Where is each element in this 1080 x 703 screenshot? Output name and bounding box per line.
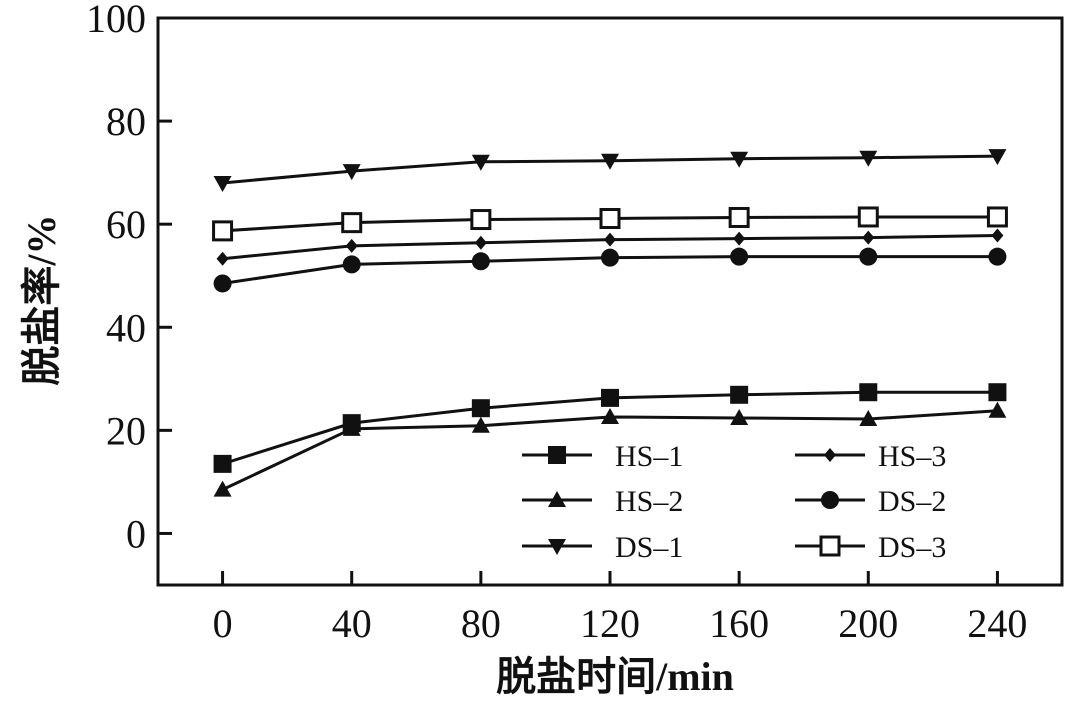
data-point (859, 410, 878, 427)
legend-marker (821, 491, 839, 509)
legend-item: HS–2 (522, 485, 683, 518)
legend-item: DS–2 (795, 485, 946, 518)
legend-item: DS–1 (522, 531, 683, 564)
y-axis-label: 脱盐率/% (19, 214, 64, 385)
x-tick-label: 80 (461, 601, 501, 646)
data-point (471, 252, 490, 271)
data-point (859, 150, 878, 167)
data-point (601, 153, 619, 170)
data-point (213, 480, 232, 497)
data-point (991, 228, 1004, 243)
y-tick-label: 60 (106, 202, 146, 247)
y-tick-label: 100 (86, 0, 146, 41)
series-ds-1 (213, 149, 1007, 192)
data-point (213, 175, 232, 192)
data-point (601, 248, 619, 267)
data-point (859, 383, 878, 402)
x-tick-label: 240 (967, 601, 1027, 646)
data-point (470, 209, 492, 231)
data-point (474, 235, 487, 250)
x-tick-label: 200 (838, 601, 898, 646)
legend-item: HS–1 (522, 440, 683, 473)
data-point (730, 385, 749, 404)
x-tick-label: 160 (709, 601, 769, 646)
data-point (213, 454, 232, 473)
legend-item: HS–3 (795, 440, 946, 473)
data-point (342, 255, 361, 274)
data-point (728, 206, 750, 228)
x-axis-label: 脱盐时间/min (496, 654, 734, 699)
data-point (730, 247, 749, 266)
legend-label: DS–3 (878, 531, 946, 564)
data-point (730, 408, 749, 425)
series-hs-3 (216, 228, 1004, 266)
legend-marker (548, 539, 566, 555)
data-point (988, 401, 1007, 418)
data-point (988, 149, 1007, 166)
data-point (730, 151, 749, 168)
data-point (601, 388, 619, 407)
legend-item: DS–3 (795, 531, 946, 564)
legend-label: HS–1 (615, 440, 683, 473)
series-ds-2 (213, 247, 1007, 293)
x-tick-label: 0 (213, 601, 233, 646)
data-point (341, 212, 363, 234)
data-point (471, 154, 490, 171)
legend-label: DS–1 (615, 531, 683, 564)
data-point (216, 251, 229, 266)
legend-label: DS–2 (878, 485, 946, 518)
data-point (733, 231, 746, 246)
series-hs-2 (213, 401, 1007, 497)
data-point (857, 206, 879, 228)
legend-marker (824, 448, 836, 462)
data-point (988, 247, 1007, 266)
data-point (604, 232, 616, 247)
data-point (213, 274, 232, 293)
data-point (342, 164, 361, 181)
data-point (862, 230, 875, 245)
x-tick-label: 120 (580, 601, 640, 646)
series-ds-3 (212, 206, 1008, 242)
data-point (345, 238, 358, 253)
data-point (601, 407, 619, 424)
legend-label: HS–3 (878, 440, 946, 473)
y-tick-label: 80 (106, 99, 146, 144)
legend-marker (548, 446, 566, 464)
legend: HS–1 HS–3 HS–2 DS–2 DS–1 DS–3 (522, 440, 946, 564)
y-tick-label: 40 (106, 305, 146, 350)
legend-marker (548, 491, 566, 507)
data-point (471, 416, 490, 433)
data-point (212, 220, 234, 242)
legend-marker (819, 535, 841, 557)
x-tick-label: 40 (332, 601, 372, 646)
y-tick-label: 0 (126, 511, 146, 556)
data-point (859, 247, 878, 266)
y-tick-label: 20 (106, 408, 146, 453)
data-point (599, 208, 621, 230)
legend-label: HS–2 (615, 485, 683, 518)
data-point (986, 206, 1008, 228)
data-point (471, 399, 490, 418)
data-point (342, 419, 361, 436)
data-point (988, 383, 1007, 402)
